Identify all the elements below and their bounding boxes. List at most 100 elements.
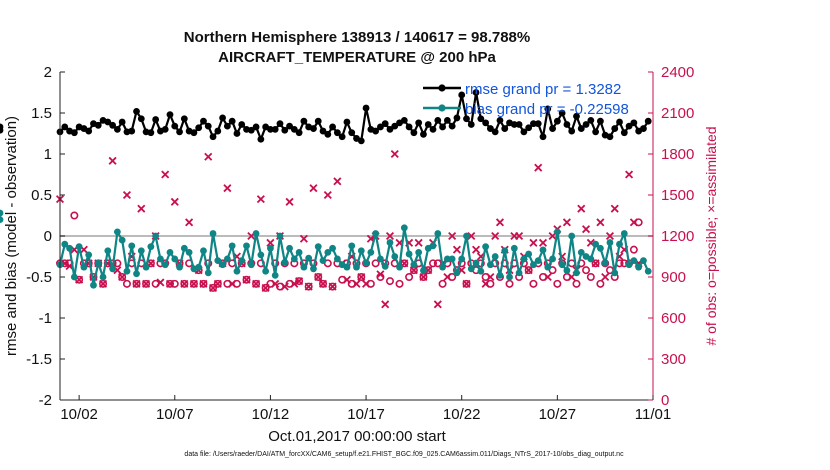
rmse-point	[410, 129, 418, 137]
rmse-point	[549, 125, 556, 132]
rmse-point	[195, 124, 203, 132]
obs-assimilated-marker	[596, 218, 605, 227]
x-tick-label: 10/12	[252, 406, 290, 423]
y2-tick-label: 1500	[661, 187, 694, 204]
rmse-point	[276, 120, 284, 128]
x-tick-label: 10/07	[156, 406, 194, 423]
rmse-point	[214, 127, 222, 135]
rmse-point	[616, 118, 623, 126]
obs-assimilated-marker	[357, 272, 366, 282]
obs-assimilated-marker	[185, 218, 194, 227]
obs-assimilated-marker	[414, 238, 423, 247]
rmse-point	[544, 105, 552, 113]
rmse-point	[295, 129, 303, 137]
rmse-point	[290, 125, 298, 133]
obs-possible-marker	[385, 277, 394, 286]
bias-point	[362, 259, 370, 267]
y-tick-label: 1.5	[31, 105, 52, 122]
y-tick-label: 0	[44, 228, 52, 245]
obs-assimilated-marker	[299, 234, 308, 243]
y2-tick-label: 300	[661, 351, 686, 368]
rmse-point	[577, 125, 585, 132]
bias-point	[487, 261, 494, 269]
rmse-point	[487, 125, 494, 132]
y-tick-label: 1	[44, 146, 52, 163]
bias-point	[348, 242, 356, 250]
obs-assimilated-marker	[132, 279, 141, 288]
rmse-point	[491, 128, 499, 136]
x-axis-label: Oct.01,2017 00:00:00 start	[268, 428, 446, 445]
obs-assimilated-marker	[452, 245, 461, 254]
bias-point	[525, 250, 533, 258]
rmse-point	[362, 104, 370, 112]
bias-point	[587, 255, 595, 263]
footnote: data file: /Users/raeder/DAI/ATM_forcXX/…	[184, 451, 624, 458]
bias-point	[635, 263, 643, 271]
bias-point	[99, 273, 107, 281]
bias-point	[161, 261, 169, 269]
bias-point	[171, 255, 179, 263]
bias-point	[400, 224, 408, 232]
obs-assimilated-marker	[122, 190, 131, 200]
bias-point	[247, 261, 255, 269]
obs-assimilated-marker	[223, 184, 232, 193]
obs-possible-marker	[371, 259, 380, 268]
rmse-point	[391, 122, 399, 130]
rmse-point	[324, 130, 332, 138]
rmse-point	[611, 125, 619, 132]
rmse-point	[104, 118, 112, 126]
bias-point	[353, 263, 360, 271]
bias-point	[477, 267, 485, 275]
bias-point	[357, 247, 365, 255]
bias-point	[410, 261, 418, 269]
obs-assimilated-marker	[491, 231, 500, 241]
bias-point	[118, 236, 126, 244]
bias-point	[644, 267, 652, 275]
obs-assimilated-marker	[538, 238, 548, 247]
obs-assimilated-marker	[333, 177, 342, 186]
rmse-point	[300, 117, 308, 125]
bias-point	[123, 267, 131, 275]
obs-assimilated-marker	[314, 272, 323, 282]
y-tick-label: -1	[39, 310, 52, 327]
bias-point	[319, 257, 327, 264]
rmse-point	[477, 115, 485, 123]
bias-point	[233, 267, 241, 275]
obs-assimilated-marker	[318, 279, 328, 288]
bias-point	[429, 242, 437, 250]
rmse-point	[0, 126, 4, 134]
rmse-point	[620, 129, 628, 137]
rmse-point	[415, 119, 423, 127]
obs-possible-marker	[357, 272, 366, 281]
bias-point	[386, 239, 394, 246]
rmse-point	[568, 127, 576, 135]
rmse-point	[424, 121, 432, 128]
bias-point	[104, 247, 112, 255]
bias-point	[137, 247, 145, 255]
bias-point	[281, 258, 289, 266]
legend-rmse-marker	[438, 84, 446, 92]
obs-possible-marker	[400, 259, 409, 268]
bias-point	[147, 243, 155, 251]
y2-tick-label: 1200	[661, 228, 694, 245]
obs-possible-marker	[142, 279, 151, 288]
rmse-point	[247, 126, 255, 134]
rmse-point	[520, 128, 528, 136]
rmse-point	[281, 126, 289, 134]
bias-point	[501, 247, 509, 255]
rmse-point	[61, 123, 69, 131]
bias-point	[300, 263, 308, 271]
bias-point	[276, 232, 284, 240]
bias-point	[271, 271, 279, 279]
bias-point	[0, 216, 4, 223]
bias-point	[606, 239, 614, 246]
obs-possible-marker	[232, 279, 241, 288]
rmse-point	[286, 122, 293, 130]
rmse-point	[582, 121, 590, 128]
rmse-point	[381, 120, 389, 128]
obs-possible-marker	[242, 275, 251, 284]
obs-possible-marker	[319, 279, 328, 288]
rmse-point	[166, 111, 174, 119]
bias-point	[200, 247, 207, 255]
bias-point	[204, 269, 212, 277]
